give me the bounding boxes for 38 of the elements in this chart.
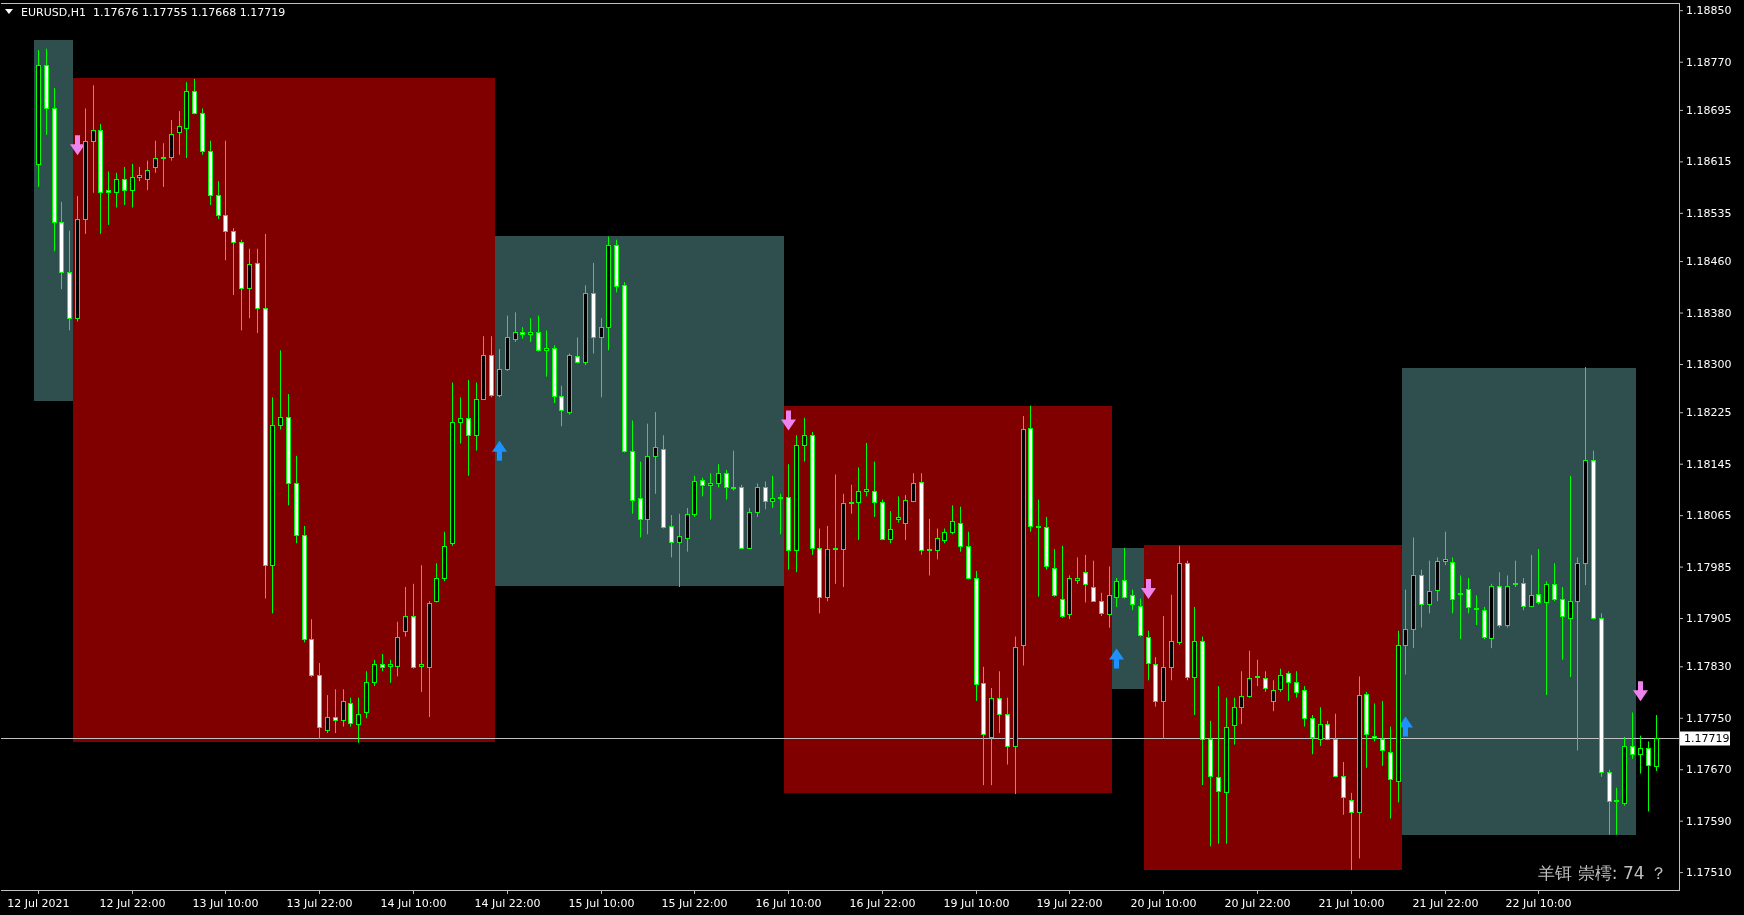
y-tick-label: 1.17510 <box>1686 866 1732 880</box>
x-tick-label: 21 Jul 22:00 <box>1412 896 1479 910</box>
ref-line-label: 1.17719 <box>1684 732 1730 745</box>
x-tick-label: 14 Jul 10:00 <box>380 896 447 910</box>
x-tick-label: 12 Jul 22:00 <box>99 896 166 910</box>
chart-title: EURUSD,H1 1.17676 1.17755 1.17668 1.17719 <box>21 5 286 19</box>
y-tick-label: 1.18850 <box>1686 4 1732 18</box>
y-tick-label: 1.17750 <box>1686 711 1732 725</box>
y-tick-label: 1.17985 <box>1686 560 1732 574</box>
y-tick-label: 1.18300 <box>1686 357 1732 371</box>
x-tick-label: 13 Jul 10:00 <box>192 896 259 910</box>
y-tick-label: 1.17590 <box>1686 814 1732 828</box>
y-tick-label: 1.18770 <box>1686 55 1732 69</box>
x-tick-label: 20 Jul 10:00 <box>1130 896 1197 910</box>
y-tick-label: 1.17670 <box>1686 763 1732 777</box>
y-tick-label: 1.18065 <box>1686 509 1732 523</box>
y-tick-label: 1.17830 <box>1686 660 1732 674</box>
x-tick-label: 20 Jul 22:00 <box>1224 896 1291 910</box>
x-tick-label: 13 Jul 22:00 <box>286 896 353 910</box>
x-tick-label: 22 Jul 10:00 <box>1505 896 1572 910</box>
y-tick-label: 1.18615 <box>1686 155 1732 169</box>
x-tick-label: 15 Jul 22:00 <box>661 896 728 910</box>
x-tick-label: 21 Jul 10:00 <box>1318 896 1385 910</box>
x-tick-label: 15 Jul 10:00 <box>568 896 635 910</box>
annotation: 羊铒 崇樗: 74 ？ <box>1538 863 1667 883</box>
y-tick-label: 1.18145 <box>1686 457 1732 471</box>
x-tick-label: 16 Jul 10:00 <box>755 896 822 910</box>
y-tick-label: 1.18460 <box>1686 255 1732 269</box>
y-tick-label: 1.18695 <box>1686 103 1732 117</box>
x-tick-label: 19 Jul 22:00 <box>1036 896 1103 910</box>
x-tick-label: 16 Jul 22:00 <box>849 896 916 910</box>
y-tick-label: 1.18225 <box>1686 406 1732 420</box>
y-tick-label: 1.17905 <box>1686 612 1732 626</box>
y-tick-label: 1.18535 <box>1686 206 1732 220</box>
y-tick-label: 1.18380 <box>1686 306 1732 320</box>
x-tick-label: 14 Jul 22:00 <box>474 896 541 910</box>
x-tick-label: 19 Jul 10:00 <box>943 896 1010 910</box>
x-tick-label: 12 Jul 2021 <box>7 896 70 910</box>
